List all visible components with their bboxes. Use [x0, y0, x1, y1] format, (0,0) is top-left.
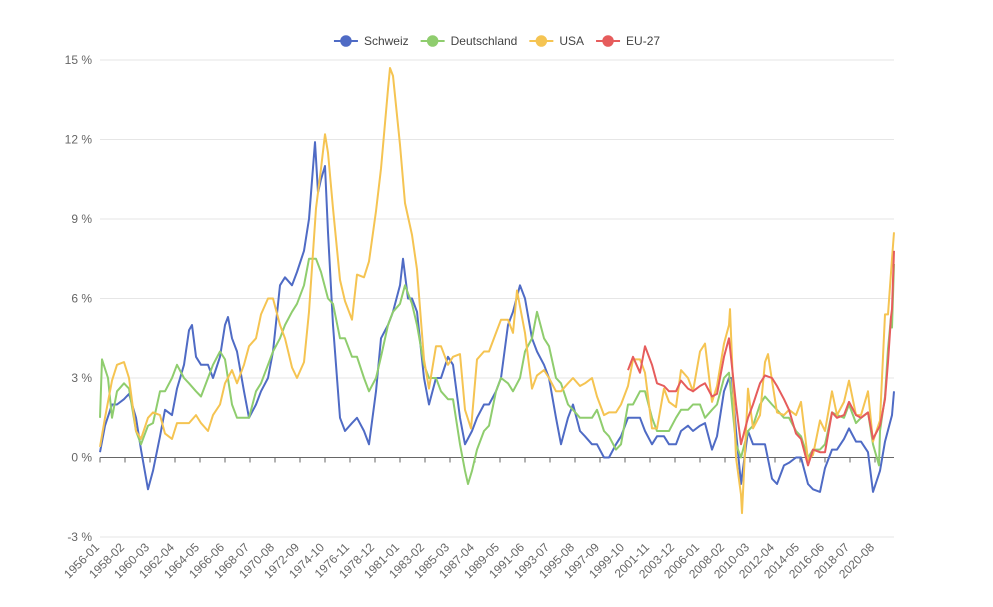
series-line-schweiz: [99, 141, 895, 493]
y-tick-label: 9 %: [71, 212, 92, 226]
y-axis: -3 % 0 % 3 % 6 % 9 % 12 % 15 %: [65, 53, 93, 544]
legend-label: Deutschland: [451, 34, 518, 48]
legend-label: USA: [559, 34, 584, 48]
y-tick-label: 6 %: [71, 292, 92, 306]
x-axis: 1956-011958-021960-031962-041964-051966-…: [61, 457, 877, 581]
legend-swatch-marker: [426, 35, 439, 47]
legend-item-usa[interactable]: USA: [529, 34, 584, 48]
legend-swatch-marker: [340, 35, 352, 47]
y-tick-label: 15 %: [65, 53, 93, 67]
y-tick-label: 3 %: [71, 371, 92, 385]
legend-label: EU-27: [626, 34, 660, 48]
y-tick-label: 0 %: [71, 451, 92, 465]
legend-label: Schweiz: [364, 34, 409, 48]
series-lines: [99, 67, 895, 515]
legend-item-eu-27[interactable]: EU-27: [596, 34, 660, 48]
series-line-deutschland: [99, 257, 895, 485]
legend-swatch-marker: [535, 35, 548, 47]
gridlines: [100, 59, 894, 538]
y-tick-label: -3 %: [67, 530, 92, 544]
y-tick-label: 12 %: [65, 133, 93, 147]
legend: Schweiz Deutschland USA EU-27: [333, 34, 660, 48]
series-line-eu-27: [627, 250, 895, 467]
legend-swatch-marker: [602, 35, 614, 47]
series-line-usa: [99, 67, 895, 515]
legend-item-schweiz[interactable]: Schweiz: [333, 34, 409, 48]
legend-item-deutschland[interactable]: Deutschland: [420, 34, 518, 48]
